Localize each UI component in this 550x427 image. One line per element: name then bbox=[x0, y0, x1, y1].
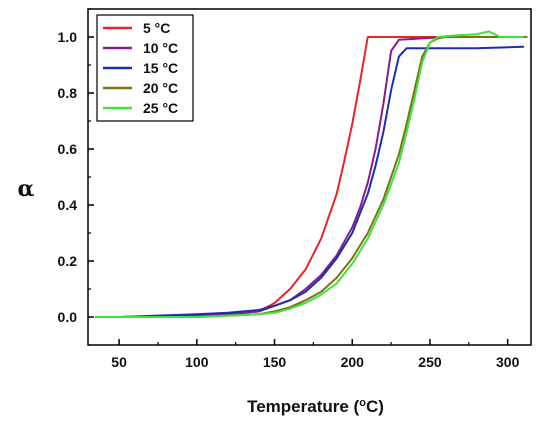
y-tick-label: 1.0 bbox=[58, 29, 78, 45]
x-tick-label: 300 bbox=[496, 354, 520, 370]
y-tick-label: 0.4 bbox=[58, 197, 78, 213]
x-axis-title-unit: C) bbox=[366, 397, 384, 416]
x-tick-label: 100 bbox=[185, 354, 209, 370]
x-tick-label: 200 bbox=[341, 354, 365, 370]
x-axis-title-main: Temperature ( bbox=[247, 397, 359, 416]
x-axis-title-degree: o bbox=[359, 397, 366, 409]
legend-label: 25 °C bbox=[143, 100, 178, 116]
y-axis-title: α bbox=[18, 176, 35, 202]
series-line-2 bbox=[94, 36, 528, 318]
series-layer bbox=[94, 30, 528, 318]
y-tick-label: 0.0 bbox=[58, 309, 78, 325]
y-tick-label: 0.6 bbox=[58, 141, 78, 157]
legend-label: 15 °C bbox=[143, 60, 178, 76]
legend-label: 20 °C bbox=[143, 80, 178, 96]
x-tick-label: 50 bbox=[111, 354, 127, 370]
legend-label: 5 °C bbox=[143, 20, 170, 36]
series-line-5 bbox=[94, 30, 525, 318]
legend-label: 10 °C bbox=[143, 40, 178, 56]
y-tick-label: 0.8 bbox=[58, 85, 78, 101]
x-tick-label: 250 bbox=[418, 354, 442, 370]
x-tick-label: 150 bbox=[263, 354, 287, 370]
legend: 5 °C 10 °C 15 °C 20 °C 25 °C bbox=[96, 14, 194, 122]
y-tick-label: 0.2 bbox=[58, 253, 78, 269]
series-line-3 bbox=[94, 45, 525, 318]
axis-layer: 50 100 150 200 250 300 0.0 0.2 0.4 0.6 0.8 1.0 bbox=[58, 8, 520, 370]
x-axis-title: Temperature (oC) bbox=[247, 397, 384, 416]
